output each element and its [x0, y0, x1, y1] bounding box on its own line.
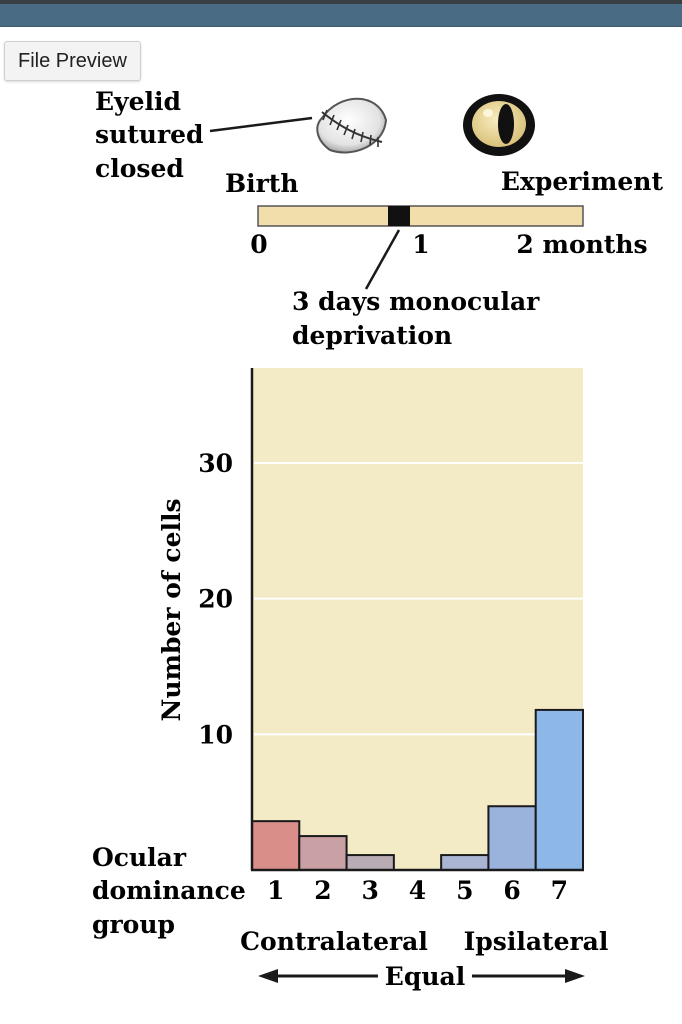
left-arrow-icon [258, 969, 378, 983]
deprivation-label-line2: deprivation [292, 321, 452, 350]
timeline-end-label: Experiment [501, 167, 664, 196]
y-axis-label: Number of cells [157, 498, 186, 721]
timeline-bar [257, 205, 584, 227]
bar-7 [534, 708, 585, 871]
bar-6 [487, 805, 537, 871]
bar-5 [440, 854, 490, 872]
top-accent-bar [0, 0, 682, 27]
y-tick-label: 10 [198, 720, 233, 749]
x-tick-label: 1 [267, 876, 284, 905]
right-arrow-icon [472, 969, 585, 983]
timeline-start-label: Birth [225, 169, 299, 198]
x-tick-label: 3 [362, 876, 379, 905]
sutured-eye-icon [316, 97, 388, 154]
plot-background [252, 368, 583, 870]
contralateral-label: Contralateral [240, 927, 428, 956]
x-axis-label-line1: Ocular [92, 843, 187, 872]
y-tick-label: 30 [198, 449, 233, 478]
x-tick-label: 4 [409, 876, 426, 905]
timeline-tick-2: 2 months [516, 230, 647, 259]
open-eye-icon [463, 94, 535, 156]
ocular-dominance-histogram: 10 20 30 1 2 3 4 5 6 7 Number of cells Ocular do… [92, 368, 608, 991]
eyelid-label-line2: sutured [95, 120, 204, 149]
file-preview-button[interactable]: File Preview [4, 41, 141, 81]
bar-1 [251, 820, 301, 871]
timeline-tick-1: 1 [412, 230, 429, 259]
x-tick-label: 2 [314, 876, 331, 905]
x-tick-label: 6 [503, 876, 520, 905]
y-tick-label: 20 [198, 585, 233, 614]
deprivation-label-line1: 3 days monocular [292, 287, 540, 316]
ipsilateral-label: Ipsilateral [464, 927, 609, 956]
equal-label: Equal [385, 962, 465, 991]
x-tick-label: 7 [551, 876, 568, 905]
eyelid-pointer-line [209, 116, 313, 133]
deprivation-pointer-line [364, 229, 401, 290]
bars [251, 708, 585, 872]
x-axis-label-line2: dominance [92, 876, 246, 905]
x-axis-label-line3: group [92, 910, 175, 939]
timeline-tick-0: 0 [250, 230, 267, 259]
x-tick-labels: 1 2 3 4 5 6 7 [267, 876, 568, 905]
deprivation-marker [388, 206, 410, 226]
y-tick-labels: 10 20 30 [198, 449, 233, 749]
x-tick-label: 5 [456, 876, 473, 905]
eyelid-label-line3: closed [95, 154, 184, 183]
gridlines [254, 461, 583, 736]
bar-3 [345, 854, 395, 872]
eyelid-label-line1: Eyelid [95, 87, 181, 116]
bar-2 [298, 835, 348, 871]
